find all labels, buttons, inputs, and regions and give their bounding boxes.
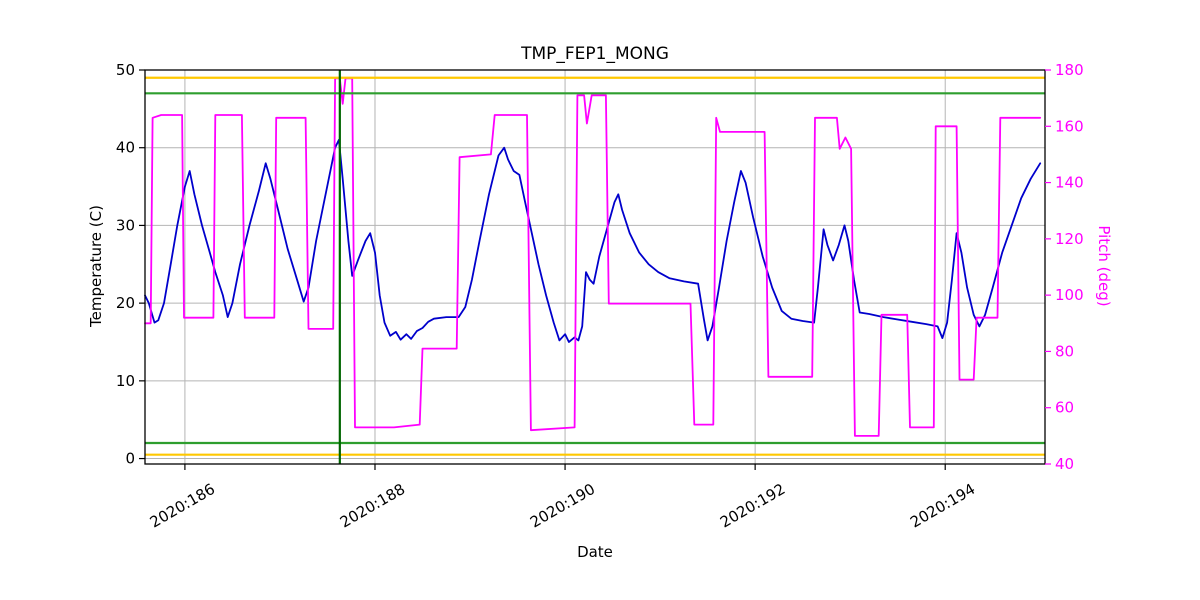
y-tick-label-right: 180 bbox=[1055, 61, 1084, 79]
y-tick-label-left: 40 bbox=[116, 139, 135, 157]
y-tick-label-right: 160 bbox=[1055, 117, 1084, 135]
y-tick-label-left: 20 bbox=[116, 294, 135, 312]
temperature-line bbox=[144, 138, 1042, 343]
y-tick-label-right: 80 bbox=[1055, 342, 1074, 360]
x-tick-label: 2020:186 bbox=[147, 480, 218, 532]
x-tick-label: 2020:192 bbox=[717, 480, 788, 532]
y-tick-label-right: 120 bbox=[1055, 230, 1084, 248]
x-axis-label: Date bbox=[577, 543, 613, 561]
chart-title: TMP_FEP1_MONG bbox=[521, 44, 669, 64]
pitch-line bbox=[144, 77, 1042, 437]
y-tick-label-right: 40 bbox=[1055, 455, 1074, 473]
y-tick-label-left: 10 bbox=[116, 372, 135, 390]
y-tick-label-right: 100 bbox=[1055, 286, 1084, 304]
y-tick-label-left: 50 bbox=[116, 61, 135, 79]
x-tick-label: 2020:188 bbox=[337, 480, 408, 532]
y-tick-label-right: 60 bbox=[1055, 399, 1074, 417]
plot-border bbox=[144, 69, 1046, 465]
y-tick-label-right: 140 bbox=[1055, 174, 1084, 192]
x-tick-label: 2020:194 bbox=[907, 480, 978, 532]
y-tick-label-left: 30 bbox=[116, 216, 135, 234]
x-tick-label: 2020:190 bbox=[527, 480, 598, 532]
y-tick-label-left: 0 bbox=[125, 450, 135, 468]
